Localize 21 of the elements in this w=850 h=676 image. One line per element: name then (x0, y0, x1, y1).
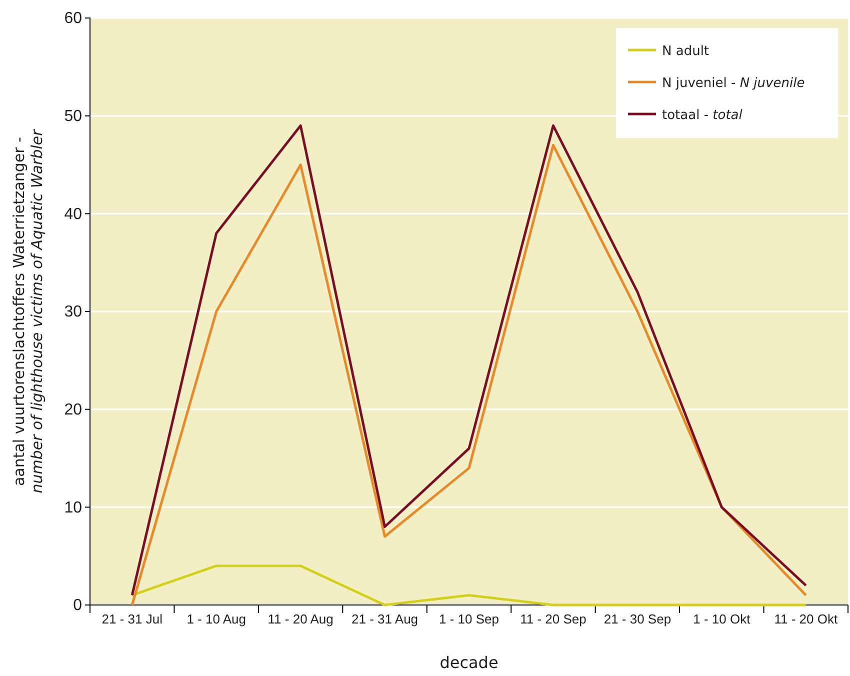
y-tick-label: 20 (64, 401, 82, 418)
y-axis-title: aantal vuurtorenslachtoffers Waterrietzanger - number of lighthouse victims of Aquatic Warbler (10, 128, 46, 494)
y-tick-label: 10 (64, 499, 82, 516)
legend-label: totaal - total (662, 108, 743, 123)
x-tick-label: 11 - 20 Okt (774, 612, 838, 627)
x-tick-label: 21 - 31 Jul (102, 612, 163, 627)
x-tick-label: 21 - 31 Aug (352, 612, 418, 627)
legend-label: N juveniel - N juvenile (662, 76, 805, 91)
x-tick-label: 1 - 10 Okt (693, 612, 751, 627)
x-tick-label: 1 - 10 Aug (186, 612, 246, 627)
y-tick-label: 0 (73, 597, 82, 614)
legend-label: N adult (662, 44, 710, 59)
y-tick-label: 40 (64, 206, 82, 223)
y-tick-label: 60 (64, 10, 82, 28)
x-tick-label: 1 - 10 Sep (439, 612, 499, 627)
x-tick-label: 11 - 20 Aug (268, 612, 334, 627)
x-tick-label: 21 - 30 Sep (604, 612, 672, 627)
x-axis-title: decade (440, 653, 498, 672)
x-tick-label: 11 - 20 Sep (520, 612, 586, 627)
y-tick-label: 50 (64, 108, 82, 125)
y-tick-label: 30 (64, 304, 82, 321)
